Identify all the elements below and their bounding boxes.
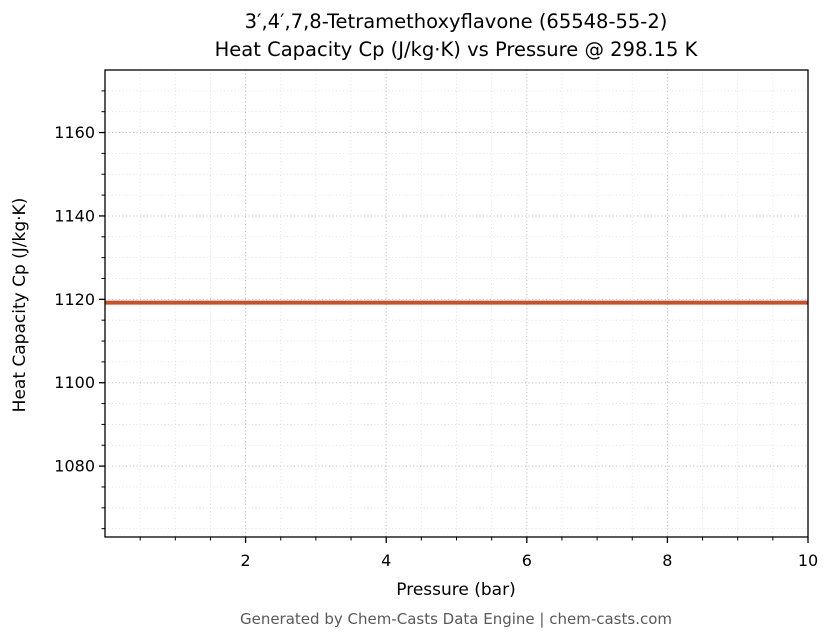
svg-text:8: 8	[662, 551, 672, 570]
svg-text:6: 6	[522, 551, 532, 570]
svg-text:10: 10	[798, 551, 818, 570]
x-axis-label: Pressure (bar)	[396, 580, 515, 600]
footer-text: Generated by Chem-Casts Data Engine | ch…	[240, 610, 672, 628]
chart-title-line2: Heat Capacity Cp (J/kg·K) vs Pressure @ …	[215, 38, 699, 61]
axis-layer	[99, 69, 809, 543]
svg-text:1160: 1160	[54, 123, 95, 142]
y-axis-label: Heat Capacity Cp (J/kg·K)	[10, 198, 30, 413]
svg-text:4: 4	[381, 551, 391, 570]
svg-text:1120: 1120	[54, 290, 95, 309]
svg-text:2: 2	[241, 551, 251, 570]
chart-title-line1: 3′,4′,7,8-Tetramethoxyflavone (65548-55-…	[245, 10, 668, 33]
svg-text:1100: 1100	[54, 373, 95, 392]
tick-label-layer: 2 4 6 8 10 1080 1100 1120 1140 1160	[54, 123, 818, 570]
svg-text:1140: 1140	[54, 206, 95, 225]
svg-text:1080: 1080	[54, 457, 95, 476]
